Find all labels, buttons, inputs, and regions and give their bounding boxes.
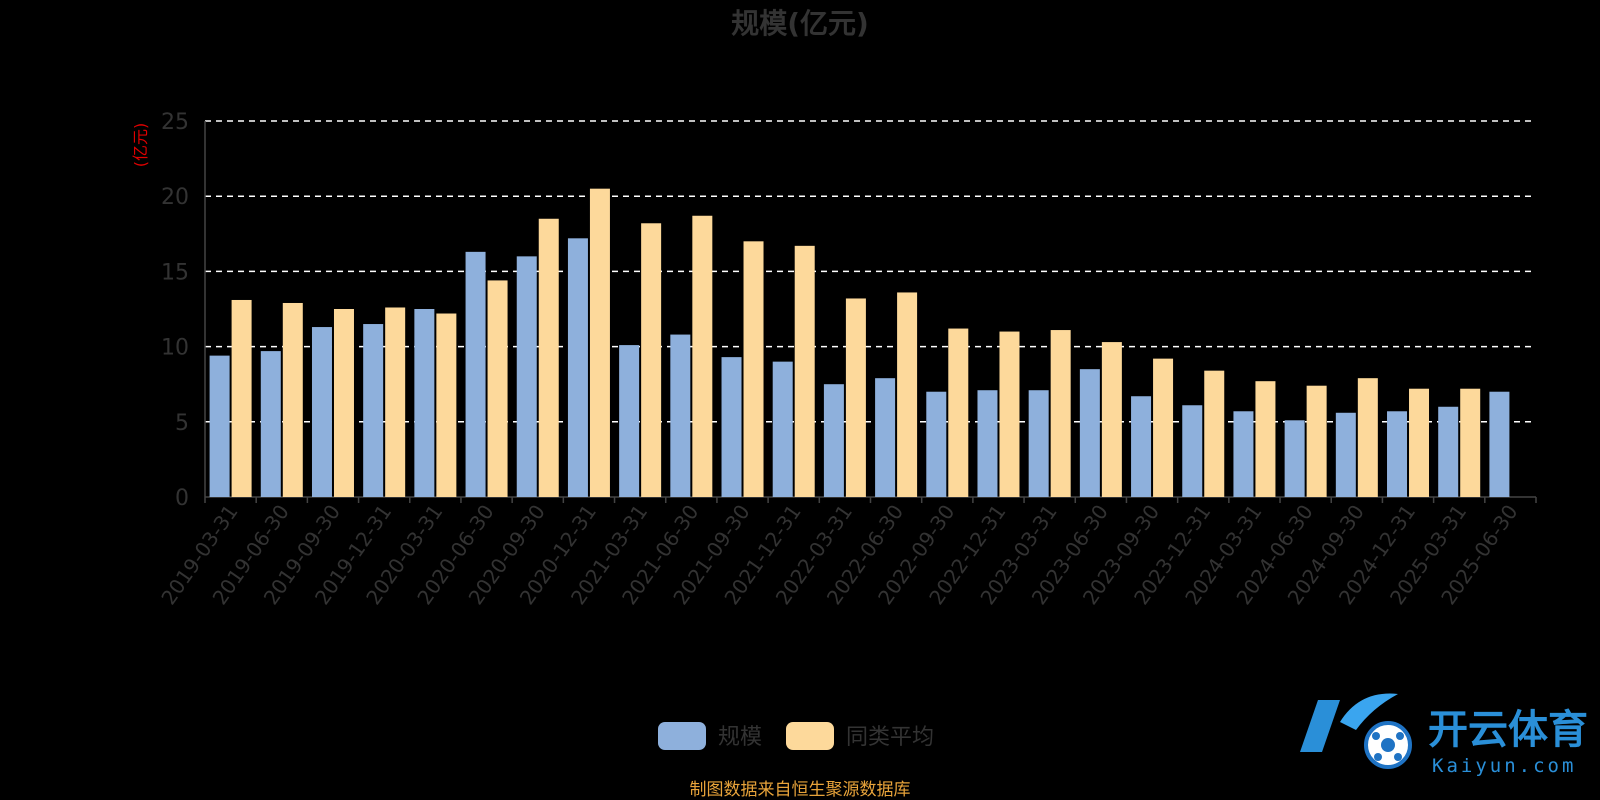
bar-scale (823, 384, 844, 497)
bar-category-average (1050, 330, 1071, 497)
bar-scale (721, 357, 742, 497)
bar-scale (567, 238, 588, 497)
bar-category-average (1255, 381, 1276, 497)
bar-scale (1284, 420, 1305, 497)
chart-title: 规模(亿元) (731, 7, 869, 40)
y-axis-unit-label: (亿元) (131, 123, 150, 168)
bar-category-average (743, 241, 764, 497)
y-tick-label: 20 (161, 185, 189, 210)
bar-category-average (385, 307, 406, 497)
bar-scale (1131, 396, 1152, 497)
bar-scale (772, 361, 793, 497)
bar-category-average (1357, 378, 1378, 497)
source-note: 制图数据来自恒生聚源数据库 (690, 780, 911, 800)
legend-label: 同类平均 (846, 725, 934, 750)
bar-category-average (897, 292, 918, 497)
bar-category-average (692, 215, 713, 497)
bar-category-average (794, 245, 815, 497)
bar-scale (363, 324, 384, 497)
bar-scale (926, 391, 947, 497)
bar-scale (1028, 390, 1049, 497)
legend-label: 规模 (718, 725, 762, 750)
bar-category-average (282, 302, 303, 497)
bar-scale (1182, 405, 1203, 497)
y-tick-label: 25 (161, 110, 189, 135)
bar-scale (1233, 411, 1254, 497)
bar-scale (619, 345, 640, 497)
watermark-subtext: Kaiyun.com (1432, 755, 1576, 777)
y-tick-label: 15 (161, 260, 189, 285)
watermark-logo: 开云体育 Kaiyun.com (1300, 693, 1588, 777)
bar-scale (516, 256, 537, 497)
bar-scale (1438, 406, 1459, 497)
bar-scale (209, 355, 230, 497)
bar-scale (1079, 369, 1100, 497)
bar-category-average (845, 298, 866, 497)
bar-scale (414, 309, 435, 497)
bar-scale (260, 351, 281, 497)
bar-category-average (436, 313, 457, 497)
bar-category-average (1204, 370, 1225, 497)
x-axis-ticks: 2019-03-312019-06-302019-09-302019-12-31… (156, 500, 1522, 609)
bar-scale (670, 334, 691, 497)
y-tick-label: 10 (161, 336, 189, 361)
bars (209, 188, 1510, 497)
legend-swatch (786, 722, 834, 750)
bar-category-average (1306, 385, 1327, 497)
legend: 规模 同类平均 (658, 722, 934, 750)
bar-category-average (1101, 342, 1122, 497)
bar-category-average (589, 188, 610, 497)
watermark-text: 开云体育 (1428, 707, 1588, 753)
bar-category-average (231, 299, 252, 497)
bar-category-average (1153, 358, 1174, 497)
bar-category-average (948, 328, 969, 497)
bar-scale (1387, 411, 1408, 497)
bar-category-average (538, 218, 559, 497)
legend-swatch (658, 722, 706, 750)
y-tick-label: 0 (175, 486, 189, 511)
bar-scale (1489, 391, 1510, 497)
y-tick-label: 5 (175, 411, 189, 436)
y-axis-ticks: 0 5 10 15 20 25 (161, 110, 189, 511)
bar-category-average (1460, 388, 1481, 497)
bar-category-average (487, 280, 508, 497)
kaiyun-logo-icon (1300, 693, 1412, 769)
bar-category-average (641, 223, 662, 497)
bar-category-average (1409, 388, 1430, 497)
bar-scale (465, 251, 486, 497)
bar-category-average (333, 309, 354, 497)
bar-scale (875, 378, 896, 497)
bar-category-average (999, 331, 1020, 497)
bar-scale (977, 390, 998, 497)
bar-scale (311, 327, 332, 497)
bar-scale (1335, 412, 1356, 497)
